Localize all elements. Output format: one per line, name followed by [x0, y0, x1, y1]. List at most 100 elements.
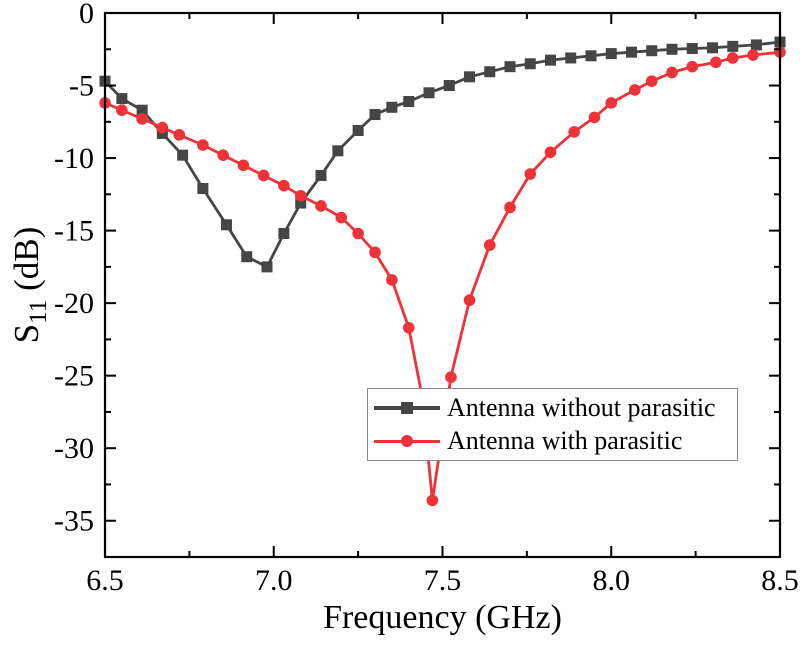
data-point-square: [545, 54, 556, 66]
data-point-circle: [116, 104, 128, 116]
data-point-square: [352, 125, 364, 137]
data-point-square: [177, 149, 189, 161]
data-point-square: [646, 45, 658, 57]
data-point-square: [750, 39, 762, 51]
data-point-square: [524, 58, 536, 70]
data-point-square: [727, 40, 739, 52]
square-marker-icon: [401, 401, 413, 414]
legend-label-with-parasitic: Antenna with parasitic: [447, 426, 683, 456]
y-tick-label: -5: [69, 70, 94, 103]
data-point-circle: [686, 60, 699, 73]
data-point-circle: [352, 227, 364, 240]
data-point-circle: [386, 274, 398, 286]
y-axis-title-base: S: [7, 323, 46, 344]
data-point-square: [484, 66, 496, 78]
y-tick-label: -30: [54, 432, 94, 465]
data-point-square: [605, 48, 617, 60]
data-point-circle: [568, 126, 580, 138]
data-point-square: [261, 261, 273, 273]
y-tick-label: -15: [54, 215, 94, 248]
y-tick-labels: 0 -5 -10 -15 -20 -25 -30 -35: [54, 0, 94, 538]
series-0-line: [103, 40, 782, 269]
data-point-square: [315, 169, 327, 181]
y-axis-title-unit: (dB): [7, 226, 46, 300]
data-point-square: [565, 52, 577, 64]
legend: Antenna without parasitic Antenna with p…: [367, 388, 738, 461]
data-point-square: [278, 228, 290, 240]
data-point-circle: [747, 49, 759, 61]
data-point-circle: [156, 121, 169, 134]
data-point-circle: [710, 56, 722, 69]
data-point-square: [686, 43, 698, 55]
data-point-circle: [504, 201, 516, 214]
data-point-square: [666, 43, 678, 55]
data-point-square: [386, 101, 398, 113]
data-point-circle: [136, 113, 148, 125]
legend-swatch-square-line: [374, 401, 440, 414]
data-point-circle: [605, 97, 618, 109]
data-point-circle: [666, 66, 678, 79]
data-point-square: [369, 109, 381, 121]
data-point-circle: [294, 189, 307, 202]
data-point-square: [443, 80, 455, 92]
x-tick-label: 7.5: [424, 564, 462, 597]
data-point-square: [707, 42, 718, 54]
plot-frame: [103, 11, 782, 559]
data-point-square: [403, 95, 415, 107]
legend-item-with-parasitic: Antenna with parasitic: [374, 425, 731, 458]
data-point-circle: [645, 75, 658, 87]
legend-item-without-parasitic: Antenna without parasitic: [374, 391, 731, 424]
data-point-circle: [445, 371, 457, 383]
data-point-circle: [629, 84, 641, 96]
data-point-circle: [483, 239, 496, 251]
x-tick-labels: 6.5 7.0 7.5 8.0 8.5: [86, 564, 799, 597]
data-point-circle: [588, 111, 601, 124]
data-point-circle: [217, 149, 229, 161]
data-point-square: [504, 61, 516, 73]
data-point-square: [464, 71, 475, 83]
data-point-square: [136, 104, 148, 116]
data-point-circle: [726, 52, 739, 64]
x-tick-label: 6.5: [86, 564, 124, 597]
axis-ticks: [104, 12, 781, 557]
data-point-circle: [173, 129, 186, 141]
y-axis-title-subscript: 11: [25, 299, 52, 324]
data-point-circle: [463, 294, 476, 307]
circle-marker-icon: [401, 435, 413, 448]
data-point-circle: [402, 321, 415, 334]
data-point-circle: [544, 146, 557, 159]
data-point-square: [116, 93, 128, 105]
data-point-square: [332, 145, 344, 157]
data-point-circle: [237, 159, 250, 172]
data-point-square: [295, 197, 307, 209]
data-point-square: [241, 251, 253, 263]
y-tick-label: -35: [54, 505, 94, 538]
data-point-circle: [335, 211, 348, 224]
x-tick-label: 7.0: [255, 564, 293, 597]
y-tick-label: 0: [79, 0, 94, 30]
x-tick-label: 8.5: [761, 564, 799, 597]
data-point-square: [585, 50, 597, 62]
y-tick-label: -25: [54, 360, 94, 393]
data-point-square: [626, 46, 637, 58]
x-axis-title: Frequency (GHz): [323, 599, 562, 636]
data-point-square: [221, 219, 232, 231]
data-point-square: [197, 183, 209, 195]
data-point-circle: [197, 139, 209, 151]
data-point-square: [156, 127, 168, 139]
data-point-circle: [369, 246, 381, 259]
data-point-circle: [426, 494, 439, 507]
series-0: [99, 36, 786, 273]
data-point-circle: [278, 179, 290, 192]
y-tick-label: -20: [54, 287, 94, 320]
data-point-circle: [315, 200, 327, 212]
data-point-circle: [257, 169, 270, 182]
legend-swatch-circle-line: [374, 435, 440, 448]
data-point-circle: [524, 168, 537, 180]
y-axis-title: S11 (dB): [4, 165, 52, 405]
y-tick-label: -10: [54, 142, 94, 175]
data-point-square: [423, 87, 435, 99]
x-tick-label: 8.0: [593, 564, 631, 597]
